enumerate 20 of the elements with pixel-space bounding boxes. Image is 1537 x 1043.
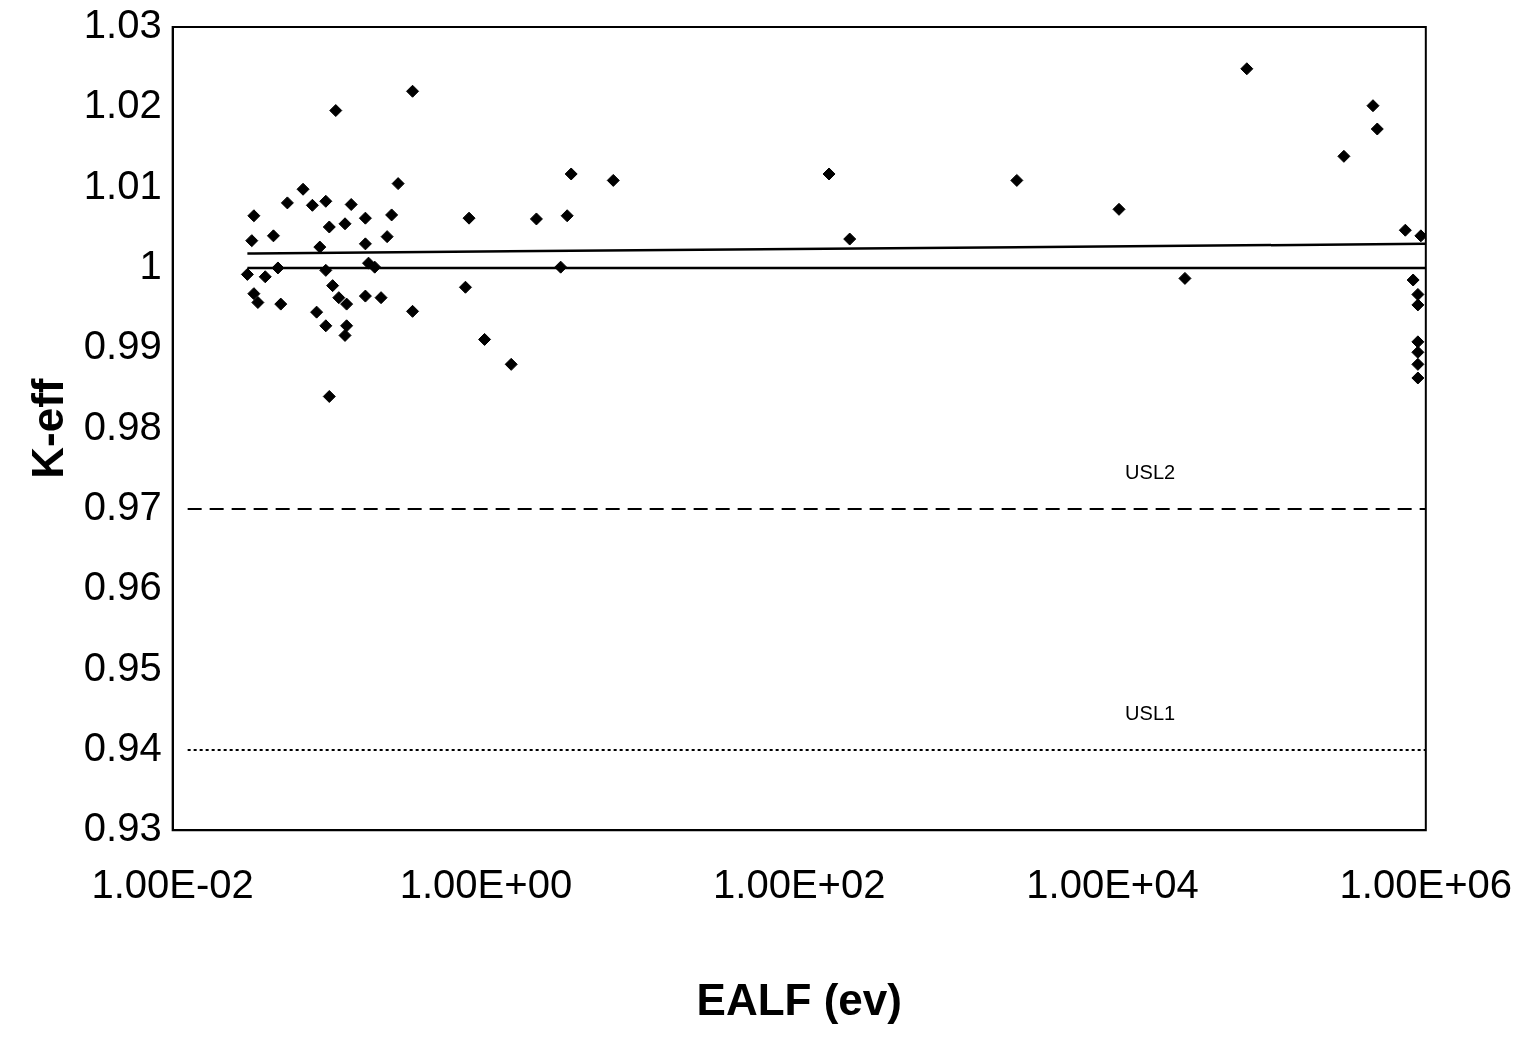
- x-tick-label: 1.00E+00: [399, 862, 573, 907]
- ref-line-label: USL2: [1125, 460, 1176, 483]
- y-tick-label: 0.97: [83, 483, 162, 528]
- y-tick-label: 0.96: [83, 564, 162, 609]
- y-tick-label: 0.99: [83, 323, 162, 368]
- y-tick-label: 0.94: [83, 724, 162, 769]
- y-axis-title: K-eff: [22, 378, 72, 479]
- y-tick-label: 0.98: [83, 403, 162, 448]
- x-axis-title: EALF (ev): [696, 974, 902, 1024]
- x-tick-label: 1.00E+02: [713, 862, 886, 907]
- ref-line-label: USL1: [1125, 701, 1176, 724]
- y-tick-label: 1.03: [83, 2, 162, 47]
- y-tick-label: 0.95: [83, 644, 162, 689]
- x-tick-label: 1.00E+04: [1026, 862, 1199, 907]
- y-tick-label: 1.01: [83, 162, 162, 207]
- x-tick-label: 1.00E+06: [1339, 862, 1512, 907]
- x-tick-label: 1.00E-02: [91, 862, 254, 907]
- y-tick-label: 1: [139, 242, 162, 287]
- y-tick-label: 0.93: [83, 805, 162, 850]
- y-tick-label: 1.02: [83, 82, 162, 127]
